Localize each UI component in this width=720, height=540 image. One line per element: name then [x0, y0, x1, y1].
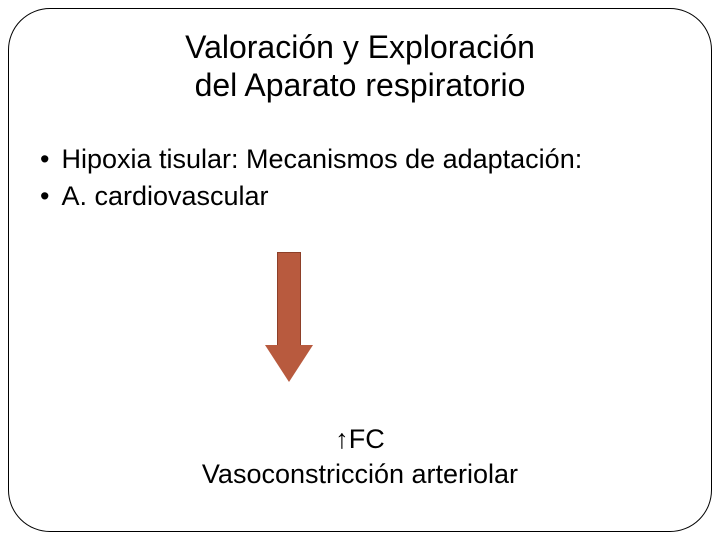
bullet-item: • A. cardiovascular — [40, 179, 680, 214]
title-line-2: del Aparato respiratorio — [195, 67, 526, 103]
bullet-marker: • — [40, 142, 49, 177]
down-arrow-icon — [265, 252, 313, 382]
bullet-marker: • — [40, 179, 49, 214]
slide-title: Valoración y Exploración del Aparato res… — [0, 28, 720, 105]
bottom-text-block: ↑FC Vasoconstricción arteriolar — [0, 422, 720, 492]
arrow-shaft — [277, 252, 301, 347]
bottom-line-1: ↑FC — [335, 424, 385, 454]
bottom-line-2: Vasoconstricción arteriolar — [202, 459, 518, 489]
bullet-text: A. cardiovascular — [61, 179, 680, 214]
title-line-1: Valoración y Exploración — [185, 29, 535, 65]
bullet-item: • Hipoxia tisular: Mecanismos de adaptac… — [40, 142, 680, 177]
bullet-text: Hipoxia tisular: Mecanismos de adaptació… — [61, 142, 680, 177]
bullet-list: • Hipoxia tisular: Mecanismos de adaptac… — [40, 142, 680, 216]
arrow-head — [265, 345, 313, 382]
